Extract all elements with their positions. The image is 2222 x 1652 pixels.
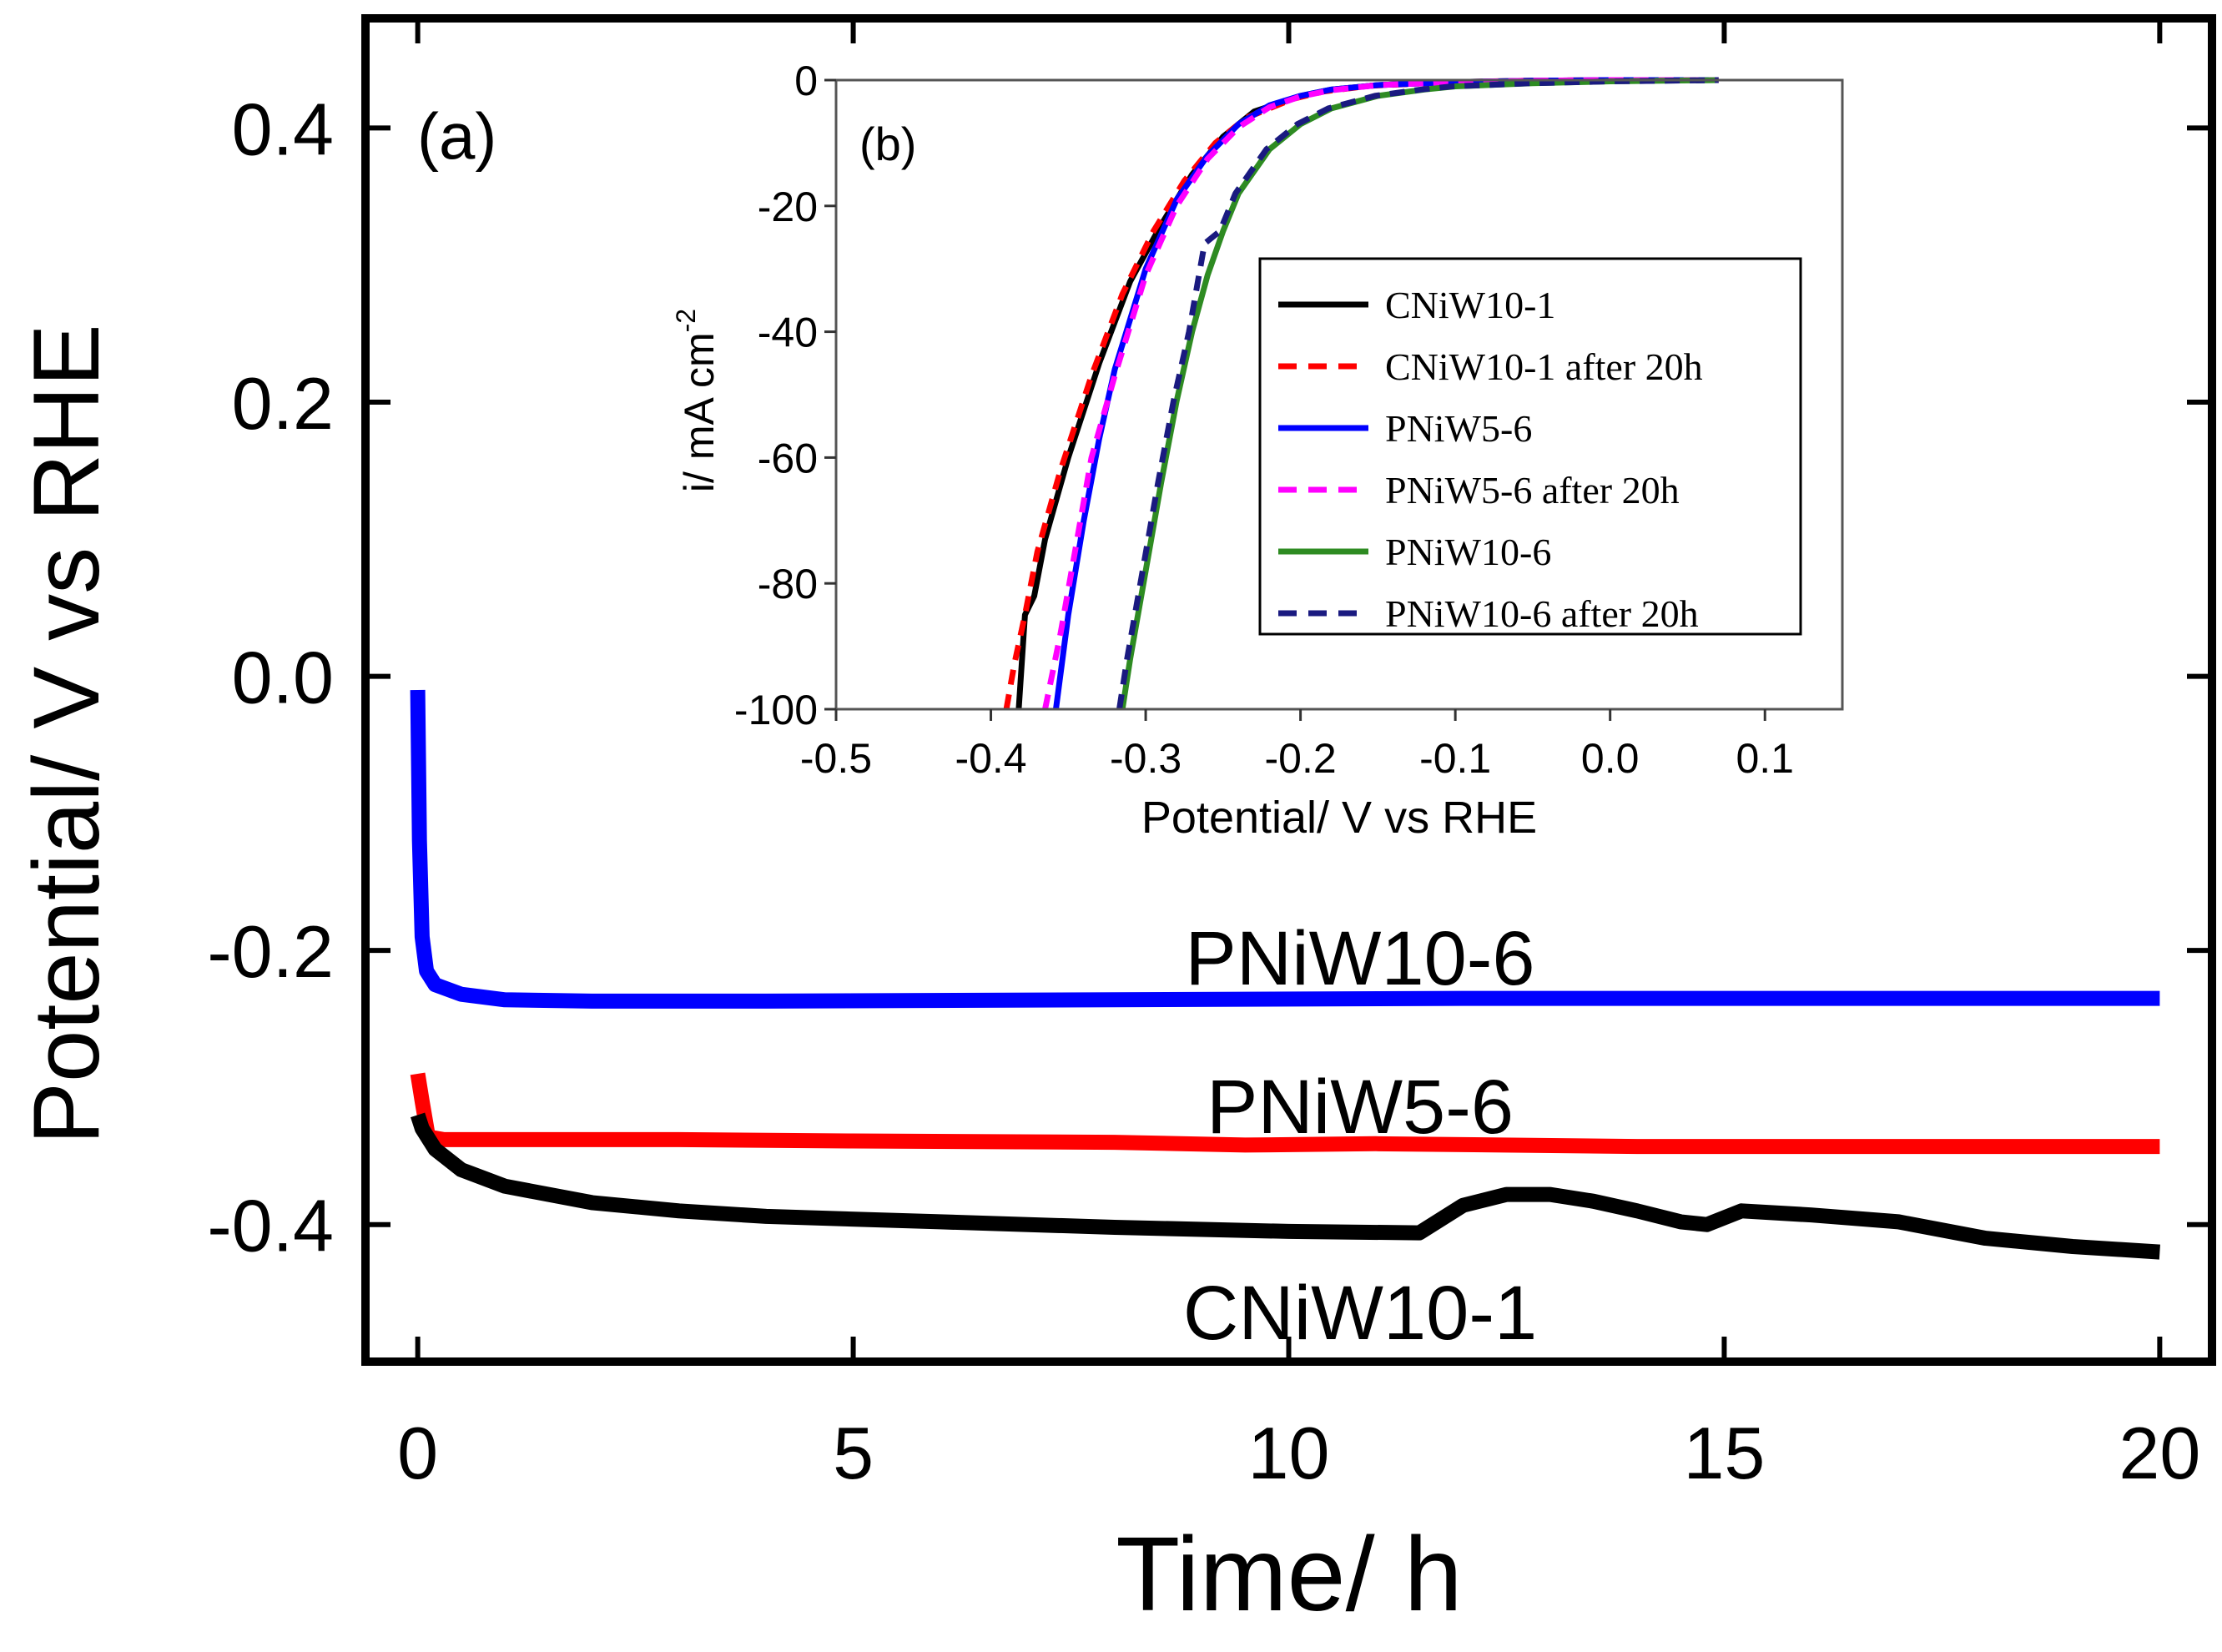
main-x-tick-label: 5 bbox=[833, 1412, 874, 1494]
legend-label-pniw10-6-after-20h: PNiW10-6 after 20h bbox=[1385, 592, 1699, 635]
inset-x-tick-label: -0.3 bbox=[1110, 735, 1182, 782]
main-y-tick-label: -0.4 bbox=[207, 1185, 334, 1267]
inset-x-tick-label: -0.1 bbox=[1419, 735, 1491, 782]
panel-label-a: (a) bbox=[417, 99, 496, 173]
main-y-tick-label: -0.2 bbox=[207, 910, 334, 993]
inset-y-tick-label: -20 bbox=[758, 184, 818, 230]
legend-label-cniw10-1-after-20h: CNiW10-1 after 20h bbox=[1385, 345, 1703, 388]
inset-series-line-pniw10-6-after-20h bbox=[1116, 77, 1719, 710]
inset-y-tick-label: -60 bbox=[758, 435, 818, 481]
inset-y-tick-label: -80 bbox=[758, 561, 818, 607]
series-line-pniw10-6 bbox=[410, 689, 2160, 1009]
inset-legend: CNiW10-1 CNiW10-1 after 20h PNiW5-6 PNiW5-6… bbox=[1258, 257, 1802, 636]
inset-x-tick-label: -0.5 bbox=[800, 735, 872, 782]
inset-y-tick-label: 0 bbox=[794, 58, 818, 104]
main-x-tick-label: 10 bbox=[1248, 1412, 1330, 1494]
inset-y-axis-title-superscript: -2 bbox=[671, 309, 701, 332]
main-y-axis-title: Potential/ V vs RHE bbox=[14, 324, 118, 1145]
inset-y-tick-label: -40 bbox=[758, 310, 818, 356]
inset-panel: -0.5 -0.4 -0.3 -0.2 -0.1 0.0 0.1 0 -20 -40 -60 -80 -… bbox=[671, 58, 1844, 843]
main-panel: 0 5 10 15 20 0.4 0.2 0.0 -0.2 -0.4 (a) Time/ h Po… bbox=[14, 14, 2216, 1633]
main-x-axis-title: Time/ h bbox=[1116, 1515, 1462, 1633]
series-label-pniw5-6: PNiW5-6 bbox=[1207, 1065, 1514, 1150]
series-label-pniw10-6: PNiW10-6 bbox=[1185, 916, 1534, 1001]
main-axes: 0 5 10 15 20 0.4 0.2 0.0 -0.2 -0.4 bbox=[207, 18, 2212, 1494]
inset-y-tick-label: -100 bbox=[734, 687, 818, 733]
panel-label-b: (b) bbox=[859, 118, 916, 170]
main-y-tick-label: 0.2 bbox=[232, 362, 334, 445]
series-line-cniw10-1 bbox=[411, 1112, 2160, 1260]
inset-x-tick-label: -0.4 bbox=[955, 735, 1026, 782]
inset-axes: -0.5 -0.4 -0.3 -0.2 -0.1 0.0 0.1 0 -20 -40 -60 -80 -… bbox=[734, 58, 1794, 782]
inset-x-axis-title: Potential/ V vs RHE bbox=[1141, 793, 1537, 843]
main-x-tick-label: 20 bbox=[2119, 1412, 2200, 1494]
legend-label-cniw10-1: CNiW10-1 bbox=[1385, 284, 1555, 326]
inset-y-axis-title: i/ mA cm-2 bbox=[671, 309, 723, 492]
main-y-tick-label: 0.0 bbox=[232, 637, 334, 719]
series-label-cniw10-1: CNiW10-1 bbox=[1183, 1271, 1537, 1356]
legend-label-pniw10-6: PNiW10-6 bbox=[1385, 531, 1551, 573]
main-plot-area bbox=[410, 689, 2160, 1260]
inset-x-tick-label: 0.1 bbox=[1736, 735, 1794, 782]
inset-plot-frame bbox=[834, 78, 1844, 711]
inset-series-line-pniw5-6-after-20h bbox=[1042, 77, 1719, 710]
main-y-tick-label: 0.4 bbox=[232, 88, 334, 170]
main-x-tick-label: 0 bbox=[397, 1412, 438, 1494]
main-x-tick-label: 15 bbox=[1683, 1412, 1765, 1494]
legend-label-pniw5-6: PNiW5-6 bbox=[1385, 407, 1532, 450]
inset-plot-area bbox=[1003, 77, 1719, 710]
inset-legend-box bbox=[1258, 257, 1802, 636]
legend-label-pniw5-6-after-20h: PNiW5-6 after 20h bbox=[1385, 469, 1680, 511]
inset-series-line-pniw5-6 bbox=[1053, 77, 1719, 710]
inset-y-axis-title-main: i/ mA cm bbox=[676, 332, 723, 492]
inset-x-tick-label: -0.2 bbox=[1265, 735, 1337, 782]
inset-x-tick-label: 0.0 bbox=[1581, 735, 1640, 782]
